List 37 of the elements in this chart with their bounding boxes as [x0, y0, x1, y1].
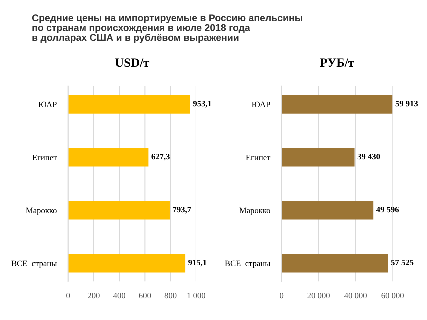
bar: [68, 201, 170, 220]
data-label: 627,3: [152, 154, 170, 161]
x-tick-label: 40 000: [344, 292, 367, 299]
y-tick-label: ЮАР: [38, 102, 57, 108]
chart-title: USD/т: [115, 58, 150, 68]
data-label: 793,7: [173, 206, 192, 214]
y-tick-label: ЮАР: [252, 102, 270, 108]
bar: [282, 201, 374, 220]
y-tick-label: Египет: [32, 154, 58, 160]
y-tick-label: Марокко: [240, 208, 270, 216]
bar: [68, 148, 149, 167]
x-tick-label: 400: [113, 292, 126, 299]
data-label: 57 525: [391, 260, 414, 266]
y-tick-label: Марокко: [26, 208, 57, 216]
x-tick-label: 800: [164, 292, 177, 299]
bar: [282, 95, 393, 114]
data-label: 915,1: [188, 260, 207, 267]
x-tick-label: 0: [280, 292, 284, 299]
text: Средние цены на импортируемые в Россию апельсины по странам происхождения в июле 2018 года в долларах США и в рублёвом выражении: [32, 14, 302, 44]
bar: [68, 95, 190, 114]
data-label: 59 913: [396, 101, 418, 107]
bar: [282, 148, 355, 167]
x-tick-label: 0: [66, 292, 70, 299]
x-tick-label: 60 000: [382, 292, 404, 299]
bar: [282, 254, 388, 273]
chart-title: РУБ/т: [320, 58, 354, 68]
y-tick-label: Египет: [246, 154, 271, 160]
x-tick-label: 200: [88, 292, 100, 299]
y-tick-label: ВСЕ страны: [12, 260, 58, 268]
x-tick-label: 20 000: [308, 292, 330, 299]
data-label: 953,1: [193, 101, 212, 108]
bar: [68, 254, 186, 273]
data-label: 49 596: [376, 206, 400, 213]
data-label: 39 430: [358, 154, 380, 160]
y-tick-label: ВСЕ страны: [225, 260, 271, 268]
x-tick-label: 1 000: [188, 292, 206, 299]
x-tick-label: 600: [139, 292, 152, 299]
